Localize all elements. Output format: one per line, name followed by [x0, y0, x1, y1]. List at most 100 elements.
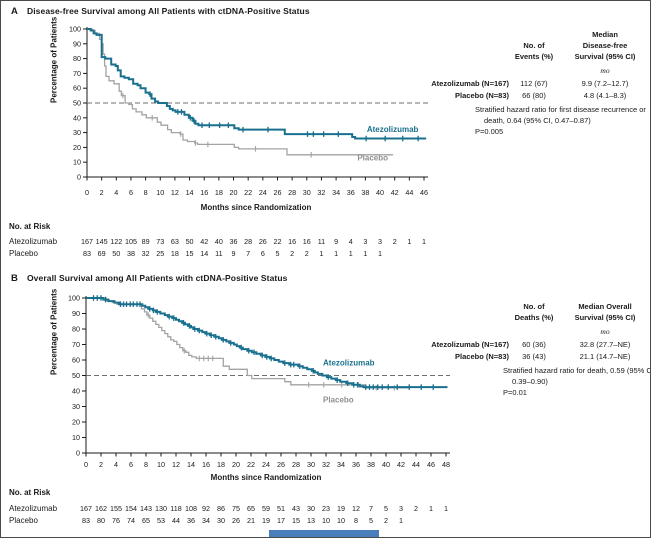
y-tick-label: 30 — [72, 402, 80, 411]
x-tick-label: 30 — [303, 188, 311, 197]
y-tick-label: 60 — [72, 356, 80, 365]
at-risk-value: 7 — [246, 249, 250, 258]
stats-b-row2-label: Placebo (N=83) — [455, 352, 509, 361]
stats-a-col1-header: No. of Events (%) — [514, 41, 554, 61]
at-risk-value: 25 — [156, 249, 164, 258]
at-risk-value: 5 — [369, 516, 373, 525]
panel-b-stats: No. of Deaths (%) Median Overall Surviva… — [399, 301, 650, 398]
at-risk-value: 19 — [262, 516, 270, 525]
at-risk-value: 17 — [277, 516, 285, 525]
y-tick-label: 40 — [73, 113, 81, 122]
x-tick-label: 6 — [129, 460, 133, 469]
at-risk-value: 4 — [349, 237, 353, 246]
panel-b-at-risk-row2-label: Placebo — [9, 516, 38, 525]
at-risk-value: 9 — [232, 249, 236, 258]
x-tick-label: 44 — [412, 460, 420, 469]
x-tick-label: 2 — [99, 460, 103, 469]
at-risk-value: 154 — [125, 504, 137, 513]
at-risk-value: 16 — [288, 237, 296, 246]
at-risk-value: 22 — [273, 237, 281, 246]
at-risk-value: 12 — [352, 504, 360, 513]
x-tick-label: 0 — [84, 460, 88, 469]
x-tick-label: 4 — [114, 188, 118, 197]
x-tick-label: 0 — [85, 188, 89, 197]
at-risk-value: 3 — [399, 504, 403, 513]
x-tick-label: 20 — [230, 188, 238, 197]
x-tick-label: 48 — [442, 460, 450, 469]
x-tick-label: 44 — [405, 188, 413, 197]
panel-a-xlabel: Months since Randomization — [200, 203, 312, 212]
x-tick-label: 36 — [347, 188, 355, 197]
at-risk-value: 1 — [334, 249, 338, 258]
y-tick-label: 10 — [72, 433, 80, 442]
at-risk-value: 36 — [187, 516, 195, 525]
y-tick-label: 0 — [76, 449, 80, 458]
at-risk-value: 2 — [290, 249, 294, 258]
x-tick-label: 10 — [157, 460, 165, 469]
panel-b-letter: B — [11, 273, 18, 284]
y-tick-label: 70 — [73, 69, 81, 78]
at-risk-value: 65 — [142, 516, 150, 525]
at-risk-value: 50 — [186, 237, 194, 246]
y-tick-label: 20 — [73, 143, 81, 152]
panel-B-axes — [85, 296, 450, 454]
y-tick-label: 80 — [73, 54, 81, 63]
x-tick-label: 36 — [352, 460, 360, 469]
at-risk-value: 76 — [112, 516, 120, 525]
at-risk-value: 21 — [247, 516, 255, 525]
at-risk-value: 122 — [110, 237, 122, 246]
panel-b-xlabel: Months since Randomization — [210, 473, 322, 482]
x-tick-label: 38 — [361, 188, 369, 197]
at-risk-value: 69 — [98, 249, 106, 258]
stats-a-row1-events: 112 (67) — [520, 79, 548, 88]
at-risk-value: 50 — [112, 249, 120, 258]
stats-b-row2-deaths: 36 (43) — [522, 352, 546, 361]
panel-b-at-risk-row1-label: Atezolizumab — [9, 504, 58, 513]
at-risk-value: 2 — [305, 249, 309, 258]
at-risk-value: 9 — [334, 237, 338, 246]
at-risk-value: 14 — [200, 249, 208, 258]
at-risk-value: 1 — [407, 237, 411, 246]
at-risk-value: 26 — [232, 516, 240, 525]
panel-b-at-risk-title: No. at Risk — [9, 488, 51, 497]
panel-a-title-text: Disease-free Survival among All Patients… — [26, 6, 310, 16]
y-tick-label: 70 — [72, 340, 80, 349]
at-risk-value: 74 — [127, 516, 135, 525]
x-tick-label: 28 — [292, 460, 300, 469]
panel-b-title-text: Overall Survival among All Patients with… — [26, 273, 288, 283]
x-tick-label: 10 — [156, 188, 164, 197]
y-tick-label: 0 — [77, 173, 81, 182]
y-tick-label: 100 — [69, 25, 81, 34]
x-tick-label: 4 — [114, 460, 118, 469]
at-risk-value: 105 — [125, 237, 137, 246]
stats-a-p-value: P=0.005 — [475, 127, 504, 136]
x-tick-label: 30 — [307, 460, 315, 469]
at-risk-value: 10 — [337, 516, 345, 525]
at-risk-value: 2 — [393, 237, 397, 246]
at-risk-value: 1 — [444, 504, 448, 513]
at-risk-value: 36 — [230, 237, 238, 246]
at-risk-value: 1 — [429, 504, 433, 513]
x-tick-label: 22 — [244, 188, 252, 197]
stats-b-row1-median: 32.8 (27.7–NE) — [579, 340, 631, 349]
x-tick-label: 38 — [367, 460, 375, 469]
at-risk-value: 2 — [414, 504, 418, 513]
stats-b-row1-deaths: 60 (36) — [522, 340, 546, 349]
at-risk-value: 42 — [200, 237, 208, 246]
at-risk-value: 18 — [171, 249, 179, 258]
x-tick-label: 32 — [322, 460, 330, 469]
bottom-scrollbar-thumb[interactable] — [269, 530, 379, 537]
x-tick-label: 12 — [172, 460, 180, 469]
stats-b-col2-header: Median Overall Survival (95% CI) — [574, 302, 636, 322]
at-risk-value: 89 — [142, 237, 150, 246]
y-tick-label: 50 — [72, 371, 80, 380]
at-risk-value: 162 — [95, 504, 107, 513]
panel-a-stats: No. of Events (%) Median Disease-free Su… — [399, 29, 650, 137]
at-risk-value: 10 — [322, 516, 330, 525]
x-tick-label: 34 — [337, 460, 345, 469]
at-risk-value: 32 — [142, 249, 150, 258]
at-risk-value: 38 — [127, 249, 135, 258]
at-risk-value: 11 — [318, 237, 325, 246]
